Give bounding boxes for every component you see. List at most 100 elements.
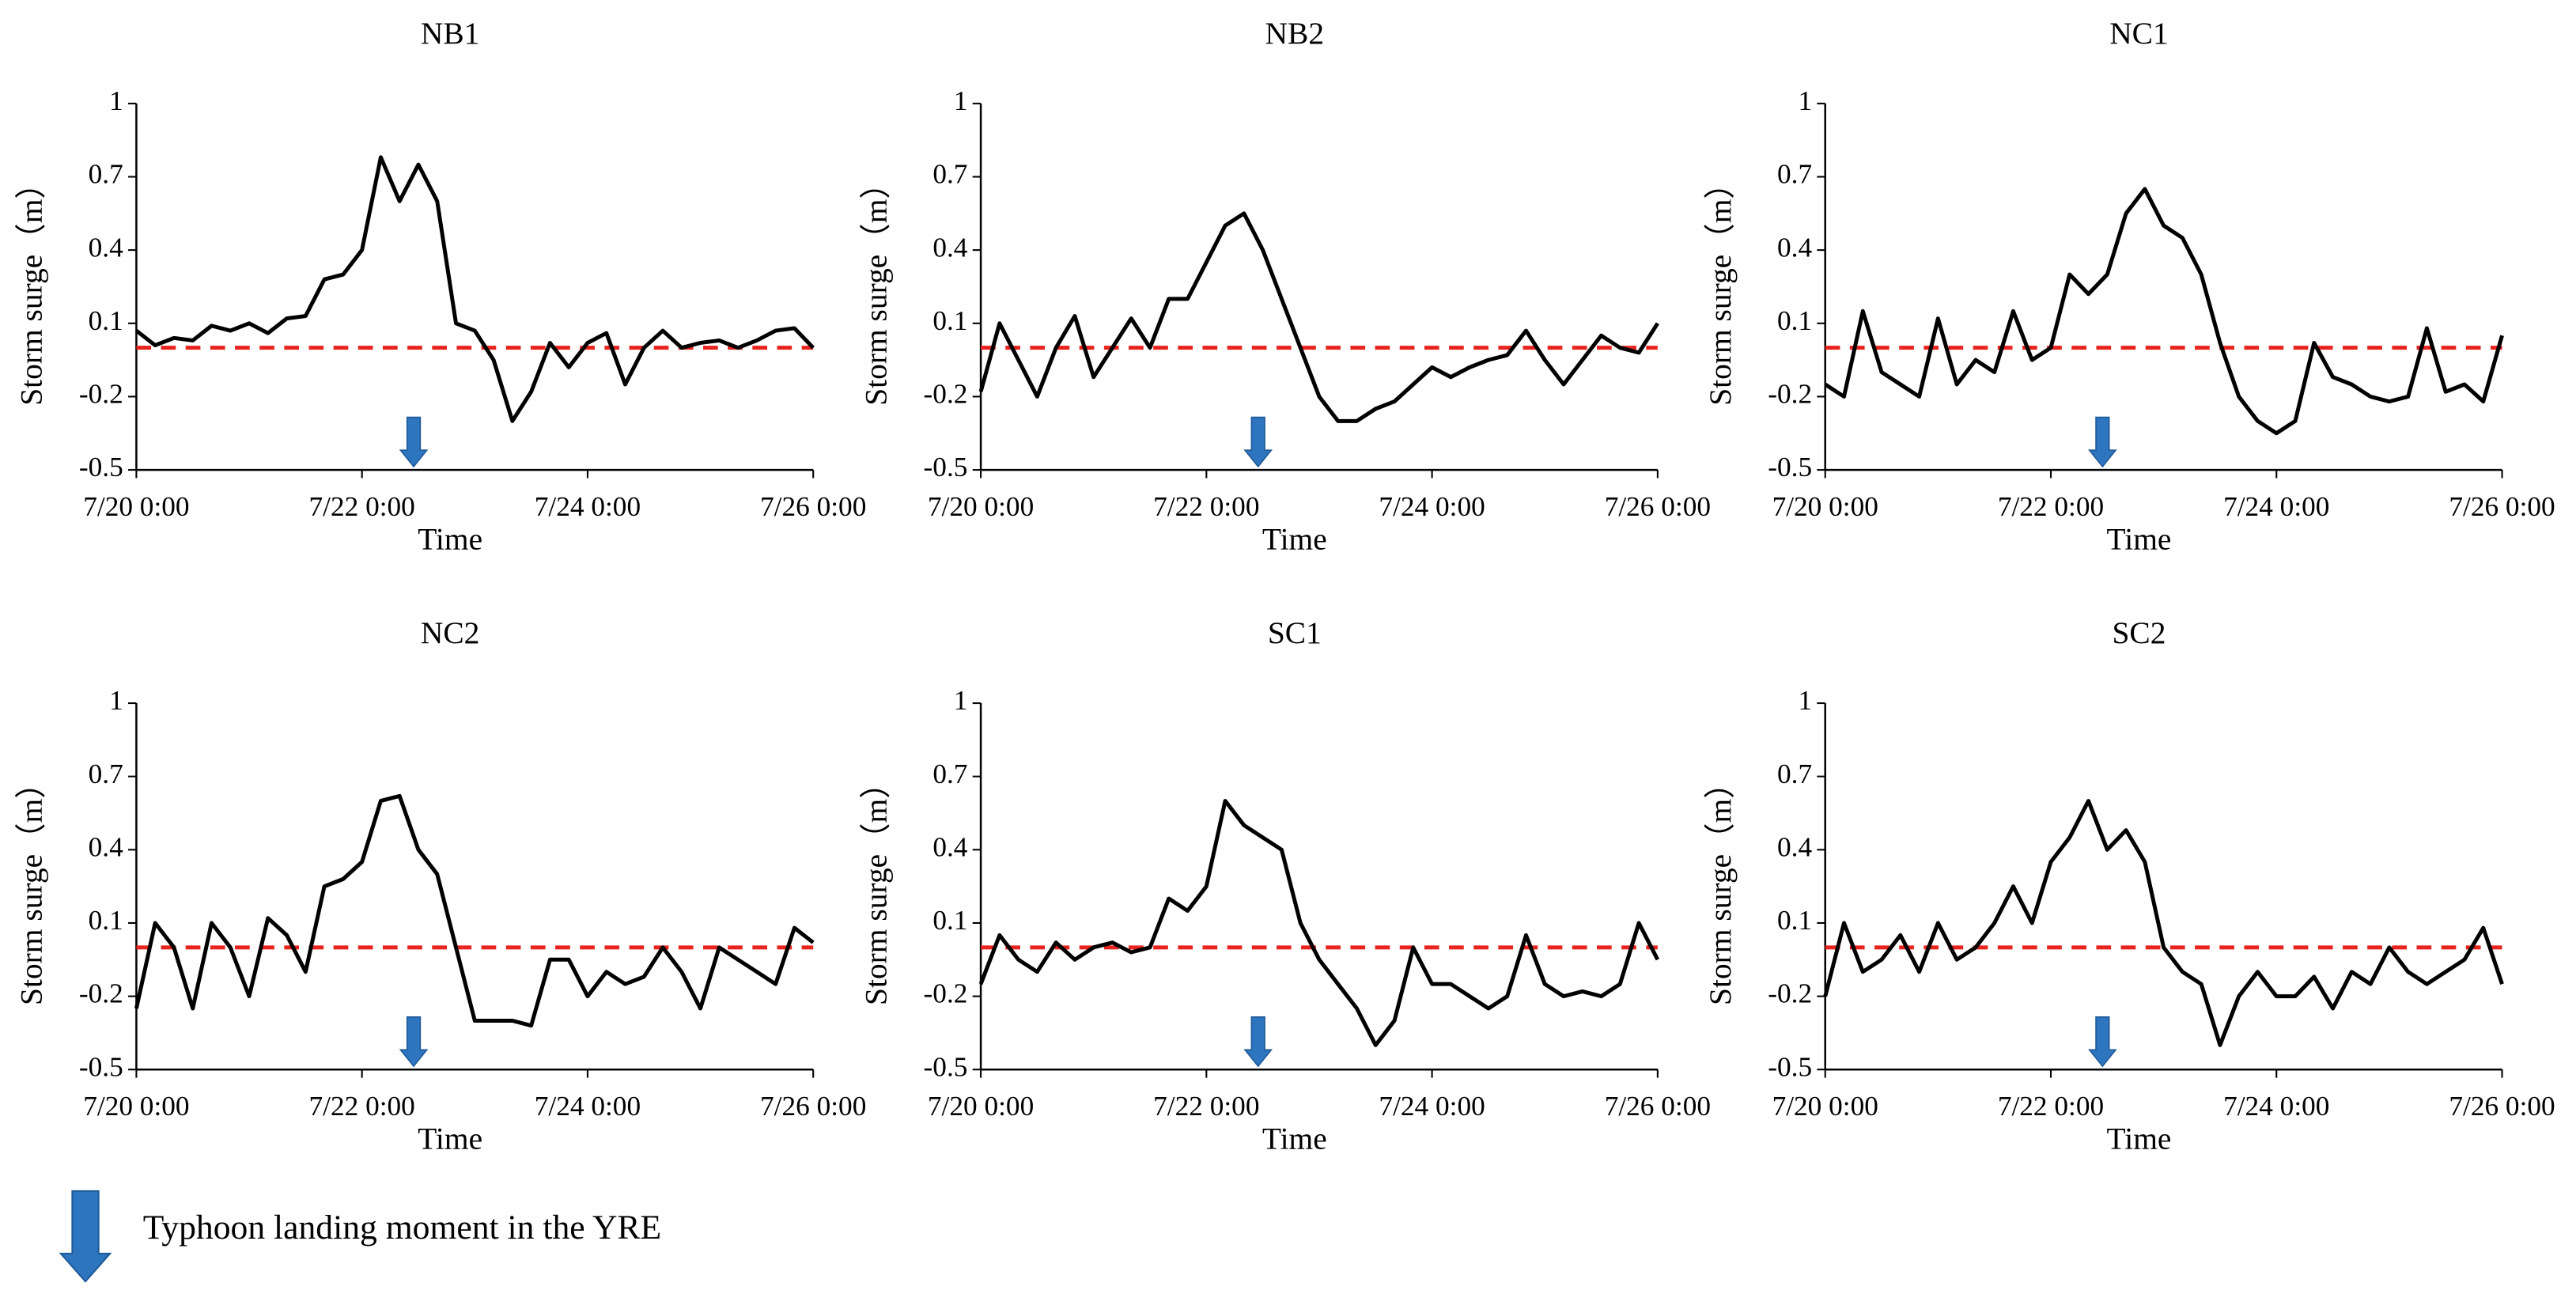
x-tick-label: 7/22 0:00	[309, 1091, 415, 1122]
y-axis-title: Storm surge（m）	[858, 767, 893, 1005]
x-tick-label: 7/20 0:00	[1772, 491, 1878, 522]
y-tick-label: -0.2	[79, 978, 123, 1009]
y-tick-label: 0.4	[89, 232, 123, 263]
x-tick-label: 7/22 0:00	[1998, 1091, 2104, 1122]
landing-arrow	[2088, 1016, 2117, 1068]
chart-title: SC1	[1268, 615, 1322, 650]
x-tick-label: 7/20 0:00	[928, 491, 1034, 522]
landing-arrow	[399, 1016, 429, 1068]
x-tick-label: 7/24 0:00	[2223, 491, 2329, 522]
x-tick-label: 7/24 0:00	[2223, 1091, 2329, 1122]
y-tick-label: 0.1	[89, 305, 123, 336]
x-tick-label: 7/24 0:00	[535, 1091, 641, 1122]
landing-arrow	[399, 416, 429, 468]
landing-arrow	[2088, 416, 2117, 468]
x-tick-label: 7/20 0:00	[83, 491, 189, 522]
legend-arrow	[59, 1190, 112, 1283]
y-tick-label: 0.7	[932, 759, 967, 789]
x-axis-title: Time	[2107, 1122, 2172, 1156]
y-tick-label: 0.4	[932, 232, 967, 263]
x-axis-title: Time	[2107, 522, 2172, 557]
x-tick-label: 7/26 0:00	[760, 1091, 866, 1122]
y-tick-label: 1	[954, 85, 968, 116]
y-tick-label: -0.2	[79, 379, 123, 410]
panel: SC2 -0.5 -0.2 0.1 0.4 0.7 1 7/20 0:00 7/22 0:00 7…	[1703, 615, 2555, 1156]
x-tick-label: 7/22 0:00	[1153, 1091, 1259, 1122]
y-tick-label: -0.5	[924, 1051, 968, 1082]
x-axis-title: Time	[1262, 522, 1327, 557]
y-tick-label: 0.1	[932, 305, 967, 336]
y-axis-title: Storm surge（m）	[14, 767, 49, 1005]
y-tick-label: 0.4	[1777, 232, 1812, 263]
chart-title: NC1	[2109, 16, 2169, 51]
y-tick-label: -0.5	[79, 452, 123, 482]
chart-title: NB1	[421, 16, 480, 51]
x-tick-label: 7/20 0:00	[1772, 1091, 1878, 1122]
y-axis-title: Storm surge（m）	[1703, 168, 1738, 406]
x-tick-label: 7/26 0:00	[760, 491, 866, 522]
x-tick-label: 7/20 0:00	[928, 1091, 1034, 1122]
y-tick-label: 0.7	[1777, 159, 1812, 190]
y-tick-label: -0.2	[1768, 978, 1812, 1009]
x-tick-label: 7/26 0:00	[2449, 1091, 2555, 1122]
x-axis-title: Time	[1262, 1122, 1327, 1156]
y-axis-title: Storm surge（m）	[14, 168, 49, 406]
y-tick-label: 1	[1798, 685, 1812, 716]
y-axis-title: Storm surge（m）	[1703, 767, 1738, 1005]
y-tick-label: 0.1	[1777, 905, 1812, 936]
data-line	[134, 793, 815, 1028]
chart-title: NC2	[421, 615, 480, 650]
y-tick-label: -0.2	[1768, 379, 1812, 410]
panel: NC1 -0.5 -0.2 0.1 0.4 0.7 1 7/20 0:00 7/22 0:00 7…	[1703, 16, 2555, 557]
panel: NB1 -0.5 -0.2 0.1 0.4 0.7 1 7/20 0:00 7/22 0:00 7…	[14, 16, 867, 557]
y-tick-label: 0.4	[1777, 831, 1812, 862]
x-tick-label: 7/22 0:00	[309, 491, 415, 522]
chart-title: NB2	[1265, 16, 1325, 51]
data-line	[1823, 799, 2504, 1047]
x-tick-label: 7/24 0:00	[535, 491, 641, 522]
y-tick-label: 1	[109, 85, 123, 116]
x-axis-title: Time	[418, 522, 482, 557]
x-tick-label: 7/22 0:00	[1153, 491, 1259, 522]
y-tick-label: 0.7	[1777, 759, 1812, 789]
legend: Typhoon landing moment in the YRE	[59, 1190, 661, 1283]
x-axis-title: Time	[418, 1122, 482, 1156]
x-tick-label: 7/24 0:00	[1379, 491, 1485, 522]
y-tick-label: 0.1	[1777, 305, 1812, 336]
y-tick-label: 0.1	[89, 905, 123, 936]
y-tick-label: -0.2	[924, 978, 968, 1009]
y-tick-label: 1	[954, 685, 968, 716]
panel: NB2 -0.5 -0.2 0.1 0.4 0.7 1 7/20 0:00 7/22 0:00 7…	[858, 16, 1711, 557]
y-tick-label: -0.5	[1768, 1051, 1812, 1082]
y-tick-label: -0.5	[79, 1051, 123, 1082]
x-tick-label: 7/26 0:00	[2449, 491, 2555, 522]
y-tick-label: 0.7	[89, 759, 123, 789]
landing-arrow	[1243, 416, 1273, 468]
data-line	[1824, 187, 2504, 436]
y-axis-title: Storm surge（m）	[858, 168, 893, 406]
x-tick-label: 7/26 0:00	[1605, 491, 1711, 522]
data-line	[978, 799, 1660, 1047]
panel: NC2 -0.5 -0.2 0.1 0.4 0.7 1 7/20 0:00 7/22 0:00 7…	[14, 615, 867, 1156]
y-tick-label: 0.7	[89, 159, 123, 190]
x-tick-label: 7/20 0:00	[83, 1091, 189, 1122]
y-tick-label: 1	[1798, 85, 1812, 116]
y-tick-label: 0.1	[932, 905, 967, 936]
legend-label: Typhoon landing moment in the YRE	[143, 1209, 661, 1247]
chart-title: SC2	[2112, 615, 2166, 650]
y-tick-label: -0.5	[924, 452, 968, 482]
y-tick-label: -0.2	[924, 379, 968, 410]
x-tick-label: 7/22 0:00	[1998, 491, 2104, 522]
y-tick-label: 0.4	[932, 831, 967, 862]
data-line	[134, 155, 815, 423]
y-tick-label: 0.7	[932, 159, 967, 190]
y-tick-label: -0.5	[1768, 452, 1812, 482]
landing-arrow	[1243, 1016, 1273, 1068]
x-tick-label: 7/24 0:00	[1379, 1091, 1485, 1122]
data-line	[978, 211, 1659, 423]
y-tick-label: 1	[109, 685, 123, 716]
y-tick-label: 0.4	[89, 831, 123, 862]
panel: SC1 -0.5 -0.2 0.1 0.4 0.7 1 7/20 0:00 7/22 0:00 7…	[858, 615, 1711, 1156]
